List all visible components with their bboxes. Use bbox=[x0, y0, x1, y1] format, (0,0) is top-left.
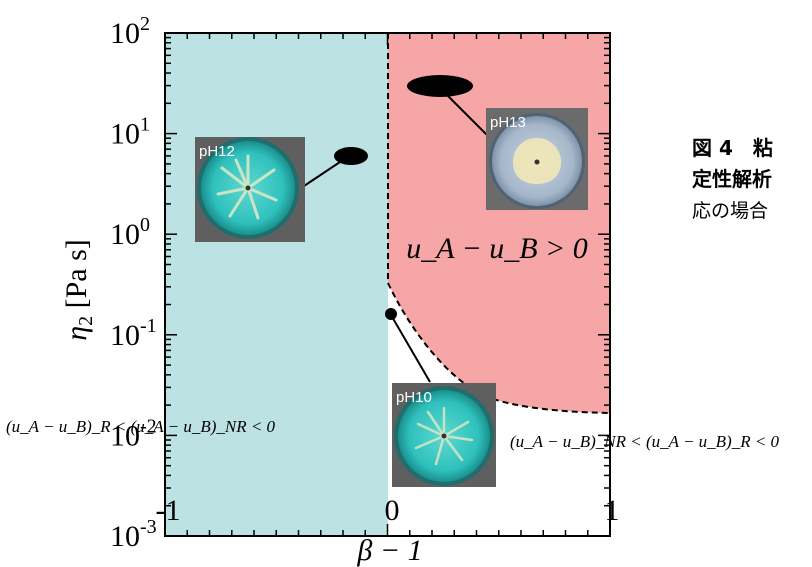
caption-line2: 定性解析 bbox=[692, 167, 772, 191]
y-axis-label: η2 [Pa s] bbox=[60, 239, 97, 341]
photo-ph13-label: pH13 bbox=[490, 114, 526, 131]
y-tick-label: 102 bbox=[110, 13, 150, 50]
photo-ph10: pH10 bbox=[392, 383, 496, 487]
marker-ph13 bbox=[407, 75, 473, 97]
x-tick-label-1: 1 bbox=[605, 494, 620, 527]
y-tick-label: 101 bbox=[110, 114, 150, 151]
x-axis-label: β − 1 bbox=[356, 534, 422, 567]
region-cyan bbox=[165, 33, 388, 536]
photo-ph12: pH12 bbox=[195, 137, 305, 242]
y-axis-unit: [Pa s] bbox=[60, 239, 93, 316]
cond-label-left: (u_A − u_B)_R < (u_A − u_B)_NR < 0 bbox=[6, 417, 276, 436]
photo-ph12-label: pH12 bbox=[199, 143, 235, 160]
photo-ph10-label: pH10 bbox=[396, 389, 432, 406]
x-tick-label-neg1: -1 bbox=[156, 494, 181, 527]
caption-line1: 図 4 粘 bbox=[692, 136, 773, 160]
marker-ph10 bbox=[385, 308, 397, 320]
y-tick-label: 100 bbox=[110, 214, 150, 251]
y-axis-subscript: 2 bbox=[75, 316, 97, 326]
caption-line3: 応の場合 bbox=[692, 200, 768, 222]
y-tick-label: 10-2 bbox=[110, 415, 157, 452]
svg-text:η2 [Pa s]: η2 [Pa s] bbox=[60, 239, 97, 341]
leader-ph10 bbox=[390, 314, 431, 383]
region-boundary-dashed bbox=[387, 33, 611, 414]
y-axis-symbol: η bbox=[60, 326, 93, 341]
cond-label-right: (u_A − u_B)_NR < (u_A − u_B)_R < 0 bbox=[510, 432, 780, 451]
photo-ph13: pH13 bbox=[486, 108, 588, 210]
axis-ticks bbox=[164, 32, 611, 537]
x-tick-label-0: 0 bbox=[385, 494, 400, 527]
y-tick-label: 10-1 bbox=[110, 315, 157, 352]
y-tick-label: 10-3 bbox=[110, 516, 157, 553]
region-label-positive: u_A − u_B > 0 bbox=[406, 232, 588, 265]
y-tick-labels: 102 101 100 10-1 10-2 10-3 bbox=[110, 13, 157, 553]
marker-ph12 bbox=[334, 147, 368, 165]
